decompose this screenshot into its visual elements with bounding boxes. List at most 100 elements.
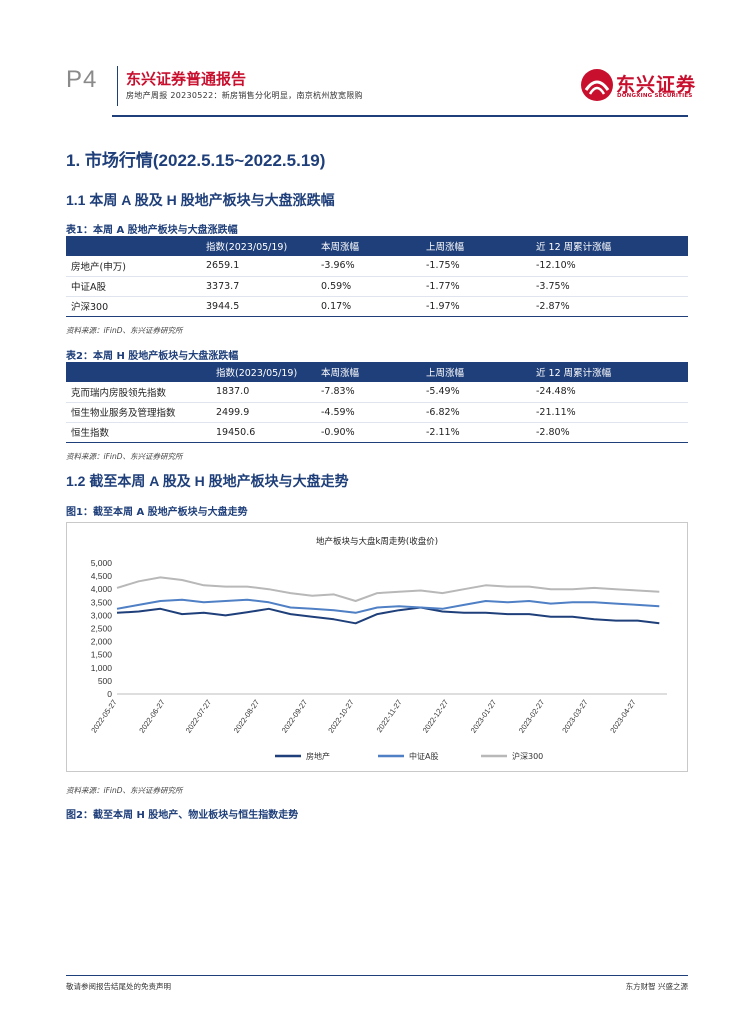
table-cell: -4.59% — [316, 402, 421, 423]
y-tick-label: 1,000 — [91, 663, 113, 673]
chart-legend: 房地产 中证A股 沪深300 — [275, 751, 543, 761]
x-tick-label: 2023-02-27 — [517, 698, 546, 735]
x-tick-label: 2022-12-27 — [421, 698, 450, 735]
table-cell: 房地产(申万) — [66, 256, 201, 277]
x-tick-label: 2022-09-27 — [280, 698, 309, 735]
figure1-source: 资料来源：iFinD、东兴证券研究所 — [66, 786, 183, 795]
line-chart: 地产板块与大盘k周走势(收盘价) 0 500 1,000 1,500 2,000 2,50… — [89, 536, 667, 761]
header-divider — [117, 66, 118, 106]
y-tick-label: 3,500 — [91, 597, 113, 607]
table-header-cell: 上周涨幅 — [421, 236, 531, 256]
report-subtitle: 房地产周报 20230522：新房销售分化明显，南京杭州放宽限购 — [126, 91, 363, 100]
table-row: 恒生指数 19450.6 -0.90% -2.11% -2.80% — [66, 422, 688, 443]
legend-label: 沪深300 — [512, 751, 543, 761]
table-cell: 1837.0 — [211, 382, 316, 403]
y-tick-label: 4,000 — [91, 584, 113, 594]
table-header-cell — [66, 362, 211, 382]
y-tick-label: 2,000 — [91, 637, 113, 647]
table-cell: -0.90% — [316, 422, 421, 443]
y-tick-label: 0 — [107, 689, 112, 699]
table-header-cell: 近 12 周累计涨幅 — [531, 362, 688, 382]
series-line — [116, 598, 660, 614]
page-header: P4 东兴证券普通报告 房地产周报 20230522：新房销售分化明显，南京杭州… — [0, 0, 755, 120]
table-cell: -21.11% — [531, 402, 688, 423]
table-cell: 0.17% — [316, 296, 421, 317]
table-cell: 沪深300 — [66, 296, 201, 317]
section-title: 1. 市场行情(2022.5.15~2022.5.19) — [66, 151, 326, 170]
chart-title: 地产板块与大盘k周走势(收盘价) — [316, 536, 438, 547]
table-cell: -2.11% — [421, 422, 531, 443]
table-cell: 克而瑞内房股领先指数 — [66, 382, 211, 403]
footer-disclaimer: 敬请参阅报告结尾处的免责声明 — [66, 982, 171, 991]
logo-text-en: DONGXING SECURITIES — [617, 93, 693, 99]
y-tick-label: 3,000 — [91, 610, 113, 620]
series-line — [116, 606, 660, 625]
x-tick-label: 2023-01-27 — [469, 698, 498, 735]
legend-label: 房地产 — [306, 751, 330, 761]
table-cell: 恒生物业服务及管理指数 — [66, 402, 211, 423]
page-number: P4 — [66, 66, 98, 93]
table-cell: 3373.7 — [201, 276, 316, 297]
subsection-title-1-2: 1.2 截至本周 A 股及 H 股地产板块与大盘走势 — [66, 473, 349, 489]
table2-caption: 表2：本周 H 股地产板块与大盘涨跌幅 — [66, 351, 239, 362]
table-header-cell: 近 12 周累计涨幅 — [531, 236, 688, 256]
figure1-caption: 图1：截至本周 A 股地产板块与大盘走势 — [66, 507, 248, 518]
y-tick-label: 4,500 — [91, 571, 113, 581]
table-header-cell: 指数(2023/05/19) — [211, 362, 316, 382]
table-header-cell: 指数(2023/05/19) — [201, 236, 316, 256]
footer-slogan: 东方财智 兴盛之源 — [625, 982, 688, 991]
logo-mark-icon — [581, 69, 613, 101]
table-header-cell — [66, 236, 201, 256]
table1-caption: 表1：本周 A 股地产板块与大盘涨跌幅 — [66, 225, 238, 236]
legend-label: 中证A股 — [409, 751, 438, 761]
table-cell: 中证A股 — [66, 276, 201, 297]
x-axis: 2022-05-27 2022-06-27 2022-07-27 2022-08-27… — [89, 698, 637, 735]
x-tick-label: 2022-11-27 — [375, 698, 404, 734]
table1: 指数(2023/05/19) 本周涨幅 上周涨幅 近 12 周累计涨幅 房地产(… — [66, 236, 688, 317]
table-row: 沪深300 3944.5 0.17% -1.97% -2.87% — [66, 296, 688, 317]
table-cell: -7.83% — [316, 382, 421, 403]
table-cell: -1.75% — [421, 256, 531, 277]
figure1-chart: 地产板块与大盘k周走势(收盘价) 0 500 1,000 1,500 2,000 2,50… — [66, 522, 688, 772]
x-tick-label: 2023-03-27 — [560, 698, 589, 735]
y-tick-label: 1,500 — [91, 650, 113, 660]
x-tick-label: 2022-05-27 — [89, 698, 118, 735]
x-tick-label: 2022-07-27 — [184, 698, 213, 735]
company-logo: 东兴证券 DONGXING SECURITIES — [580, 68, 700, 104]
table-row: 房地产(申万) 2659.1 -3.96% -1.75% -12.10% — [66, 256, 688, 277]
table-header-row: 指数(2023/05/19) 本周涨幅 上周涨幅 近 12 周累计涨幅 — [66, 236, 688, 256]
table-cell: 3944.5 — [201, 296, 316, 317]
table-header-row: 指数(2023/05/19) 本周涨幅 上周涨幅 近 12 周累计涨幅 — [66, 362, 688, 382]
table-header-cell: 上周涨幅 — [421, 362, 531, 382]
y-tick-label: 500 — [98, 676, 112, 686]
table-row: 恒生物业服务及管理指数 2499.9 -4.59% -6.82% -21.11% — [66, 402, 688, 423]
table-cell: -3.96% — [316, 256, 421, 277]
series-lines — [116, 576, 660, 625]
table-header-cell: 本周涨幅 — [316, 362, 421, 382]
table-row: 克而瑞内房股领先指数 1837.0 -7.83% -5.49% -24.48% — [66, 382, 688, 403]
table-cell: -24.48% — [531, 382, 688, 403]
header-rule — [112, 115, 688, 117]
table-row: 中证A股 3373.7 0.59% -1.77% -3.75% — [66, 276, 688, 297]
table-cell: 19450.6 — [211, 422, 316, 443]
x-tick-label: 2023-04-27 — [608, 698, 637, 735]
table-cell: 2499.9 — [211, 402, 316, 423]
table-cell: 0.59% — [316, 276, 421, 297]
y-tick-label: 5,000 — [91, 558, 113, 568]
y-tick-label: 2,500 — [91, 624, 113, 634]
table-cell: -2.80% — [531, 422, 688, 443]
x-tick-label: 2022-06-27 — [137, 698, 166, 735]
table2: 指数(2023/05/19) 本周涨幅 上周涨幅 近 12 周累计涨幅 克而瑞内… — [66, 362, 688, 443]
footer-rule — [66, 975, 688, 976]
table-cell: -2.87% — [531, 296, 688, 317]
series-line — [116, 576, 660, 602]
table-cell: 恒生指数 — [66, 422, 211, 443]
table-cell: -1.97% — [421, 296, 531, 317]
table-cell: -6.82% — [421, 402, 531, 423]
figure2-caption: 图2：截至本周 H 股地产、物业板块与恒生指数走势 — [66, 810, 299, 821]
table-header-cell: 本周涨幅 — [316, 236, 421, 256]
report-title: 东兴证券普通报告 — [126, 70, 247, 88]
x-tick-label: 2022-08-27 — [232, 698, 261, 735]
logo-text-cn: 东兴证券 — [616, 74, 697, 96]
table1-source: 资料来源：iFinD、东兴证券研究所 — [66, 326, 183, 335]
